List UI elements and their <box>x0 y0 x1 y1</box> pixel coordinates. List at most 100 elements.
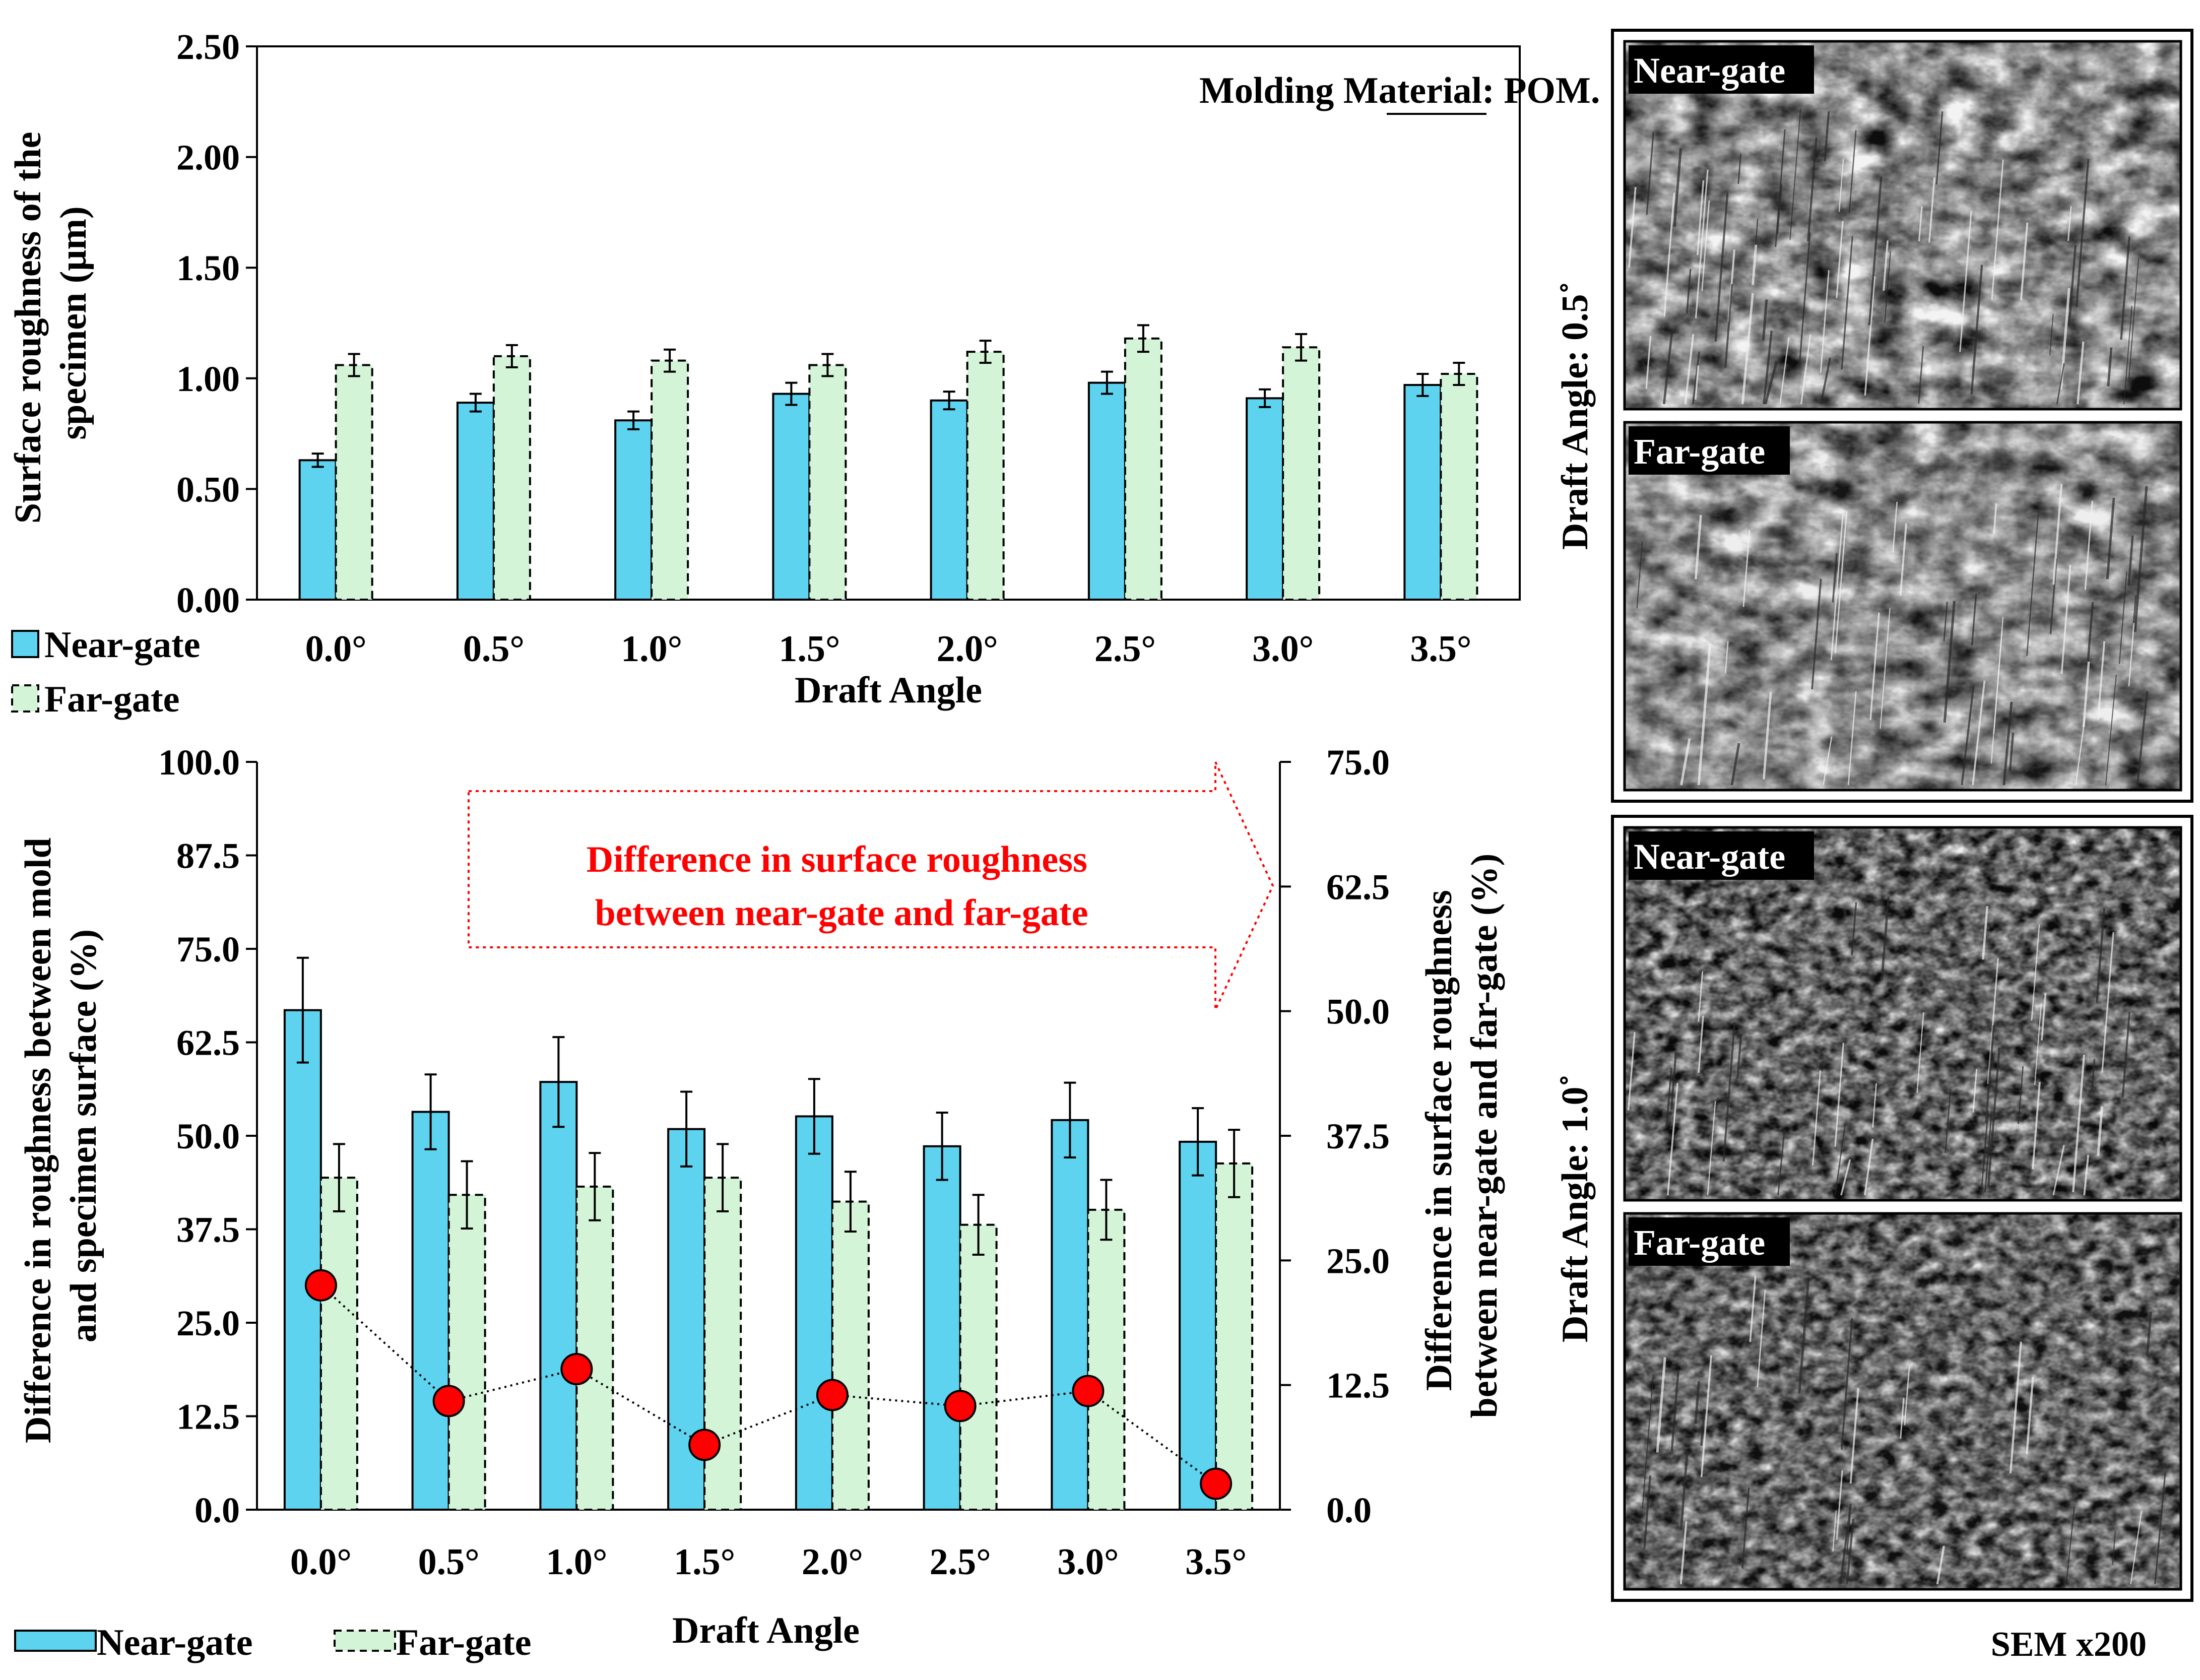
bottom-bar-far-4 <box>831 1200 870 1511</box>
sem-image-1-streaks-line-10 <box>1741 293 1754 405</box>
sem-image-2-label: Far-gate <box>1634 431 1765 472</box>
sem-image-1-streaks-line-13 <box>1991 159 2004 300</box>
sem-image-4-streaks-line-5 <box>1656 1357 1666 1453</box>
bottom-left-tick-labels: 0.0 12.5 25.0 37.5 50.0 62.5 75.0 87.5 100.0 <box>158 742 257 1530</box>
sem-image-1: Near-gate <box>1623 40 2182 411</box>
sem-image-3-streaks-line-24 <box>1834 1124 1846 1196</box>
bottom-right-y-axis-label: Difference in surface roughness between … <box>1418 854 1505 1418</box>
sem-image-4-streaks-line-0 <box>1798 1277 1810 1394</box>
bottom-bars <box>283 956 1254 1511</box>
sem-image-4-label-bg <box>1629 1217 1790 1266</box>
sem-group-2-label: Draft Angle: 1.0˚ <box>1555 1074 1596 1342</box>
sem-image-1-streaks-line-55 <box>2067 206 2072 241</box>
top-bar-near-4 <box>930 399 968 601</box>
bottom-left-tick-label-2: 25.0 <box>176 1303 240 1343</box>
top-error-bar-far-0 <box>348 353 360 377</box>
bottom-left-tick-label-5: 62.5 <box>176 1023 240 1063</box>
sem-image-4-streaks <box>1642 1275 2166 1585</box>
top-y-tick-labels: 0.00 0.50 1.00 1.50 2.00 2.50 <box>176 27 257 620</box>
sem-image-2-streaks-line-43 <box>1899 523 1907 596</box>
sem-image-2-streaks-line-0 <box>1823 736 1833 786</box>
bottom-error-bar-near-4 <box>808 1078 820 1155</box>
sem-image-4-streaks-line-2 <box>1700 1409 1706 1446</box>
sem-image-4-streaks-line-25 <box>1700 1355 1712 1477</box>
bottom-x-tick-label-1: 0.5° <box>418 1541 480 1583</box>
top-bar-near-7 <box>1403 383 1442 601</box>
sem-image-2-streaks-line-20 <box>2133 486 2148 632</box>
sem-image-2-streaks-line-27 <box>1830 510 1844 660</box>
sem-image-1-streaks-line-15 <box>2067 245 2077 327</box>
bottom-legend-near-swatch <box>14 1630 97 1652</box>
sem-image-3-streaks-line-9 <box>1840 1159 1851 1196</box>
sem-image-1-streaks-line-17 <box>1970 265 1983 395</box>
sem-image-2-streaks-line-29 <box>1742 530 1751 607</box>
top-x-tick-label-4: 2.0° <box>937 628 998 670</box>
bottom-left-tick-label-7: 87.5 <box>176 836 240 876</box>
sem-image-3-streaks-line-21 <box>1984 1111 1993 1193</box>
sem-image-4-streaks-line-26 <box>1642 1374 1654 1509</box>
bottom-bar-far-6 <box>1087 1208 1126 1511</box>
sem-image-2-streaks-line-28 <box>1847 691 1857 786</box>
bottom-x-tick-labels: 0.0° 0.5° 1.0° 1.5° 2.0° 2.5° 3.0° 3.5° <box>290 1541 1247 1583</box>
sem-image-1-streaks-line-21 <box>1762 299 1768 341</box>
sem-image-4-streaks-line-24 <box>2130 1511 2143 1585</box>
top-bar-far-2 <box>651 359 689 601</box>
sem-image-2-streaks-line-31 <box>1811 578 1822 689</box>
bottom-bar-near-0 <box>283 1009 322 1511</box>
sem-image-3-streaks-line-23 <box>1834 1043 1844 1147</box>
top-x-axis-label: Draft Angle <box>795 670 982 711</box>
top-error-bar-near-1 <box>469 393 482 413</box>
bottom-error-bar-far-3 <box>717 1143 729 1212</box>
sem-image-1-streaks-line-27 <box>1798 232 1811 367</box>
sem-image-2-streaks-line-25 <box>1762 692 1772 780</box>
sem-image-1-streaks-line-4 <box>1645 336 1652 389</box>
sem-image-3-streaks-line-7 <box>1881 896 1890 980</box>
sem-image-4: Far-gate <box>1623 1212 2182 1591</box>
top-legend-near-label: Near-gate <box>44 624 201 666</box>
top-y-tick-label-1: 0.50 <box>176 469 240 509</box>
top-x-tick-label-3: 1.5° <box>779 628 840 670</box>
sem-image-4-streaks-line-16 <box>1679 1521 1688 1585</box>
sem-image-3-label-bg <box>1629 831 1814 880</box>
sem-image-1-streaks-line-39 <box>1696 180 1705 255</box>
sem-image-1-streaks-line-1 <box>1701 200 1710 291</box>
sem-image-2-streaks-line-30 <box>1993 630 2003 734</box>
sem-image-1-streaks-line-52 <box>1663 192 1675 317</box>
sem-panel: Near-gate Far-gate Draft Angle: 0.5˚ Nea… <box>1555 29 2193 1664</box>
sem-image-1-streaks-line-26 <box>1695 169 1709 318</box>
bottom-right-tick-label-1: 12.5 <box>1326 1366 1390 1406</box>
bottom-left-tick-label-3: 37.5 <box>176 1210 240 1250</box>
sem-image-3-streaks-line-13 <box>2018 1066 2024 1124</box>
bottom-error-bar-near-7 <box>1192 1107 1204 1177</box>
top-x-tick-labels: 0.0° 0.5° 1.0° 1.5° 2.0° 2.5° 3.0° 3.5° <box>305 628 1472 670</box>
sem-image-1-streaks-line-19 <box>2049 313 2054 356</box>
top-bar-far-7 <box>1440 373 1478 601</box>
sem-image-1-streaks-line-25 <box>1789 109 1801 240</box>
sem-image-2-streaks-line-34 <box>1697 643 1712 786</box>
top-bar-far-5 <box>1124 337 1162 601</box>
bottom-left-tick-label-1: 12.5 <box>176 1397 240 1437</box>
sem-image-2-streaks-line-15 <box>2082 662 2090 727</box>
sem-image-2-streaks-line-23 <box>1832 553 1838 603</box>
sem-image-3-streaks-line-10 <box>1698 1015 1704 1073</box>
sem-image-3-streaks-line-12 <box>1972 1069 1978 1113</box>
sem-image-4-texture <box>1625 1213 2181 1589</box>
sem-image-1-streaks-line-36 <box>1764 361 1778 405</box>
sem-image-1-texture <box>1625 41 2181 409</box>
top-x-tick-label-1: 0.5° <box>463 628 525 670</box>
sem-image-1-streaks-line-54 <box>1800 335 1811 405</box>
top-error-bar-far-6 <box>1295 333 1308 362</box>
bottom-right-tick-label-0: 0.0 <box>1326 1490 1372 1530</box>
sem-image-2-streaks-line-40 <box>1971 594 1977 646</box>
sem-image-3-streaks-line-22 <box>1627 1032 1636 1111</box>
sem-image-3-streaks-line-29 <box>2052 1145 2065 1196</box>
top-error-bar-near-6 <box>1259 388 1271 408</box>
bottom-legend-far-swatch <box>334 1630 396 1652</box>
sem-image-1-streaks-line-33 <box>2020 222 2029 301</box>
top-bar-near-3 <box>772 393 811 601</box>
sem-image-2-streaks-line-19 <box>2127 535 2134 586</box>
bottom-right-tick-label-4: 50.0 <box>1326 992 1390 1032</box>
sem-image-4-streaks-line-11 <box>1839 1504 1852 1585</box>
bottom-bar-near-5 <box>923 1145 961 1511</box>
